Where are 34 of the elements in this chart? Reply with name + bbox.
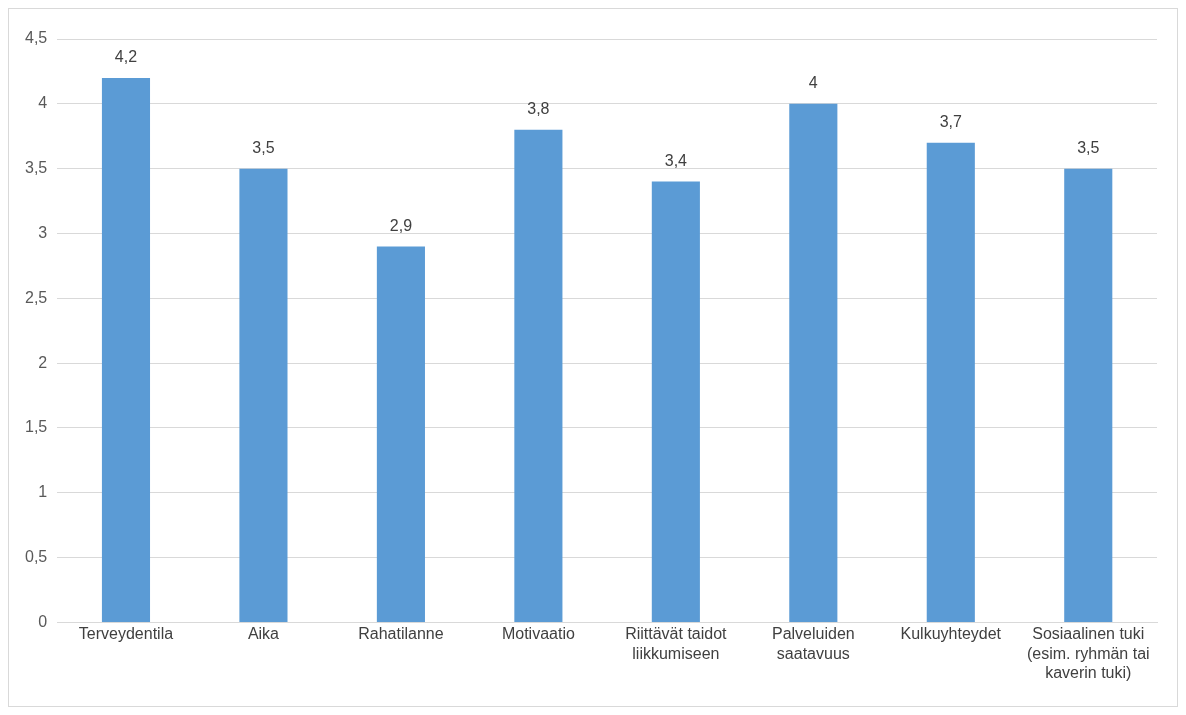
y-tick-label: 3: [38, 223, 48, 241]
x-tick-label: Kulkuyhteydet: [900, 625, 1002, 643]
x-tick-label: Aika: [247, 625, 280, 643]
bar: [926, 142, 975, 622]
data-label: 3,5: [252, 139, 275, 157]
data-label: 4: [808, 74, 818, 92]
y-tick-label: 0,5: [24, 547, 48, 565]
data-label: 3,7: [939, 113, 963, 131]
x-tick-label: Motivaatio: [501, 625, 575, 643]
y-tick-label: 4: [38, 94, 48, 112]
bar: [514, 129, 563, 622]
x-tick-label: Terveydentila: [78, 625, 174, 643]
data-label: 3,4: [664, 152, 688, 170]
y-tick-label: 3,5: [24, 159, 48, 177]
y-tick-label: 2: [38, 353, 48, 371]
data-label: 3,5: [1077, 139, 1100, 157]
y-tick-label: 4,5: [24, 29, 48, 47]
bar: [101, 77, 151, 622]
data-label: 4,2: [114, 48, 138, 66]
y-tick-label: 1,5: [24, 418, 48, 436]
x-tick-label: Sosiaalinen tuki (esim. ryhmän tai kaverin tuki): [1026, 625, 1150, 681]
y-tick-label: 2,5: [24, 288, 48, 306]
y-tick-label: 1: [38, 483, 48, 501]
x-tick-label: Palveluiden saatavuus: [771, 625, 855, 662]
x-tick-label: Riittävät taidot liikkumiseen: [625, 625, 728, 662]
bar: [789, 103, 838, 622]
y-tick-label: 0: [38, 612, 48, 630]
bar: [239, 168, 288, 622]
bar: [376, 246, 425, 622]
x-tick-label: Rahatilanne: [358, 625, 444, 643]
data-label: 3,8: [527, 100, 550, 118]
data-label: 2,9: [389, 216, 413, 234]
bar: [651, 181, 700, 622]
bar: [1064, 168, 1113, 622]
